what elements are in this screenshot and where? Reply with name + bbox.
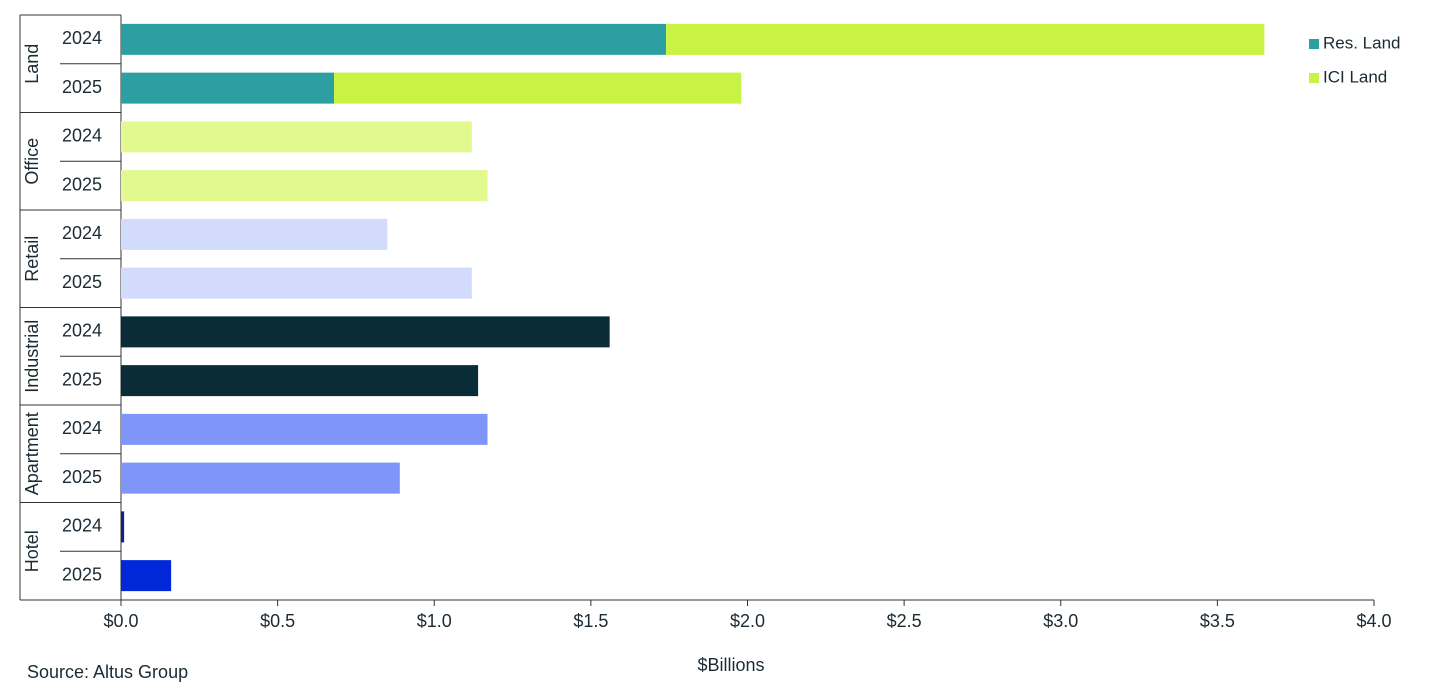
y-tick-label: 2024 bbox=[62, 28, 102, 48]
x-tick-label: $2.0 bbox=[730, 611, 765, 631]
bar bbox=[121, 511, 125, 543]
y-tick-label: 2025 bbox=[62, 272, 102, 292]
x-tick-label: $0.5 bbox=[260, 611, 295, 631]
group-label: Apartment bbox=[22, 412, 42, 495]
bar bbox=[121, 218, 388, 250]
x-axis-label: $Billions bbox=[697, 655, 764, 675]
x-tick-label: $4.0 bbox=[1356, 611, 1391, 631]
legend-swatch bbox=[1309, 73, 1319, 83]
group-label: Retail bbox=[22, 236, 42, 282]
x-tick-label: $3.5 bbox=[1200, 611, 1235, 631]
bar-segment bbox=[121, 72, 335, 104]
bar bbox=[121, 560, 172, 592]
x-tick-label: $3.0 bbox=[1043, 611, 1078, 631]
group-label: Office bbox=[22, 138, 42, 185]
y-tick-label: 2025 bbox=[62, 467, 102, 487]
y-tick-label: 2024 bbox=[62, 223, 102, 243]
y-tick-label: 2025 bbox=[62, 369, 102, 389]
bar-segment bbox=[666, 23, 1265, 55]
y-tick-label: 2025 bbox=[62, 564, 102, 584]
bar bbox=[121, 413, 488, 445]
y-tick-label: 2024 bbox=[62, 126, 102, 146]
bar bbox=[121, 267, 472, 299]
y-tick-label: 2024 bbox=[62, 418, 102, 438]
y-tick-label: 2025 bbox=[62, 174, 102, 194]
y-tick-label: 2024 bbox=[62, 516, 102, 536]
bar bbox=[121, 170, 488, 202]
bar-segment bbox=[121, 23, 667, 55]
bar bbox=[121, 365, 479, 397]
bar bbox=[121, 316, 610, 348]
group-label: Hotel bbox=[22, 530, 42, 572]
x-tick-label: $2.5 bbox=[887, 611, 922, 631]
x-tick-label: $1.0 bbox=[417, 611, 452, 631]
y-tick-label: 2025 bbox=[62, 77, 102, 97]
group-label: Land bbox=[22, 44, 42, 84]
y-tick-label: 2024 bbox=[62, 321, 102, 341]
legend-swatch bbox=[1309, 39, 1319, 49]
legend-label: Res. Land bbox=[1323, 33, 1401, 52]
x-tick-label: $0.0 bbox=[103, 611, 138, 631]
bar-segment bbox=[334, 72, 742, 104]
source: Source: Altus Group bbox=[27, 662, 188, 682]
x-tick-label: $1.5 bbox=[573, 611, 608, 631]
bar bbox=[121, 462, 400, 494]
legend-label: ICI Land bbox=[1323, 67, 1387, 86]
group-label: Industrial bbox=[22, 320, 42, 393]
bar bbox=[121, 121, 472, 153]
